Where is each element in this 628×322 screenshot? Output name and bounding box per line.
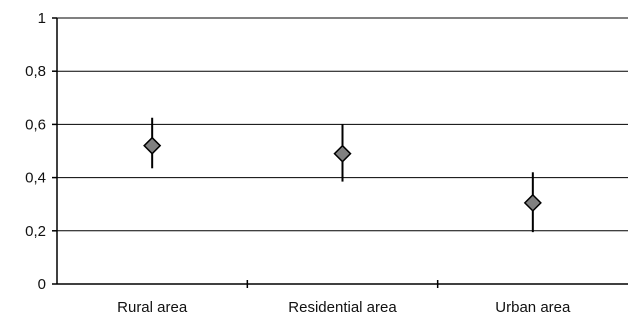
x-axis: Rural area Residential area Urban area	[57, 280, 628, 316]
x-tick-label-0: Rural area	[117, 299, 188, 316]
y-tick-label-2: 0,4	[25, 170, 46, 187]
data-point-2	[523, 193, 542, 212]
y-tick-label-1: 0,2	[25, 223, 46, 240]
y-axis: 0 0,2 0,4 0,6 0,8 1	[25, 10, 58, 293]
x-tick-label-2: Urban area	[495, 299, 571, 316]
data-point-0	[143, 136, 162, 155]
x-tick-label-1: Residential area	[288, 299, 397, 316]
y-tick-label-0: 0	[38, 276, 46, 293]
data-point-1	[333, 144, 352, 163]
y-tick-label-4: 0,8	[25, 63, 46, 80]
y-tick-label-5: 1	[38, 10, 46, 27]
y-tick-label-3: 0,6	[25, 116, 46, 133]
data-points	[143, 117, 542, 233]
